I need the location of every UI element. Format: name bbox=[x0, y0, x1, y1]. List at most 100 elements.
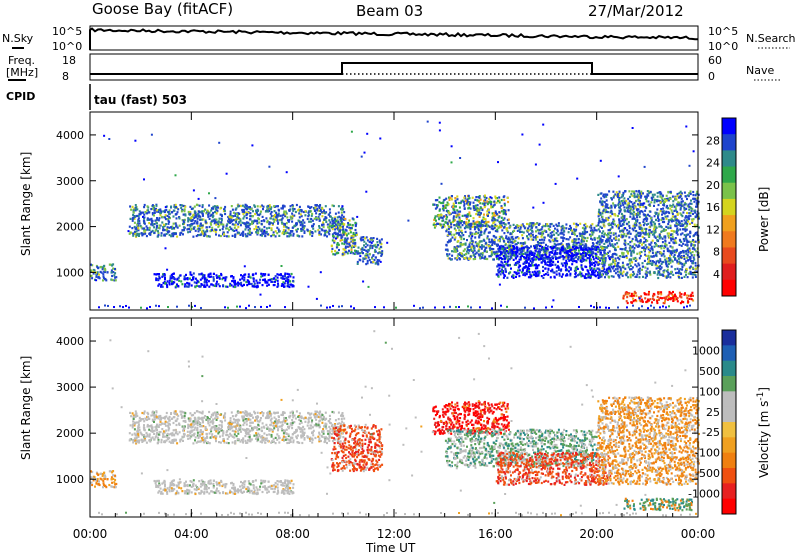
echo-cell bbox=[328, 219, 331, 222]
echo-cell bbox=[236, 282, 239, 286]
echo-cell bbox=[557, 265, 560, 269]
echo-cell bbox=[580, 275, 583, 278]
echo-cell bbox=[603, 208, 606, 211]
echo-cell bbox=[560, 275, 563, 278]
echo-cell bbox=[446, 209, 448, 212]
echo-cell bbox=[667, 234, 670, 237]
echo-cell bbox=[295, 228, 298, 232]
echo-cell bbox=[527, 276, 530, 279]
echo-cell bbox=[690, 271, 693, 274]
echo-cell bbox=[638, 264, 641, 267]
echo-cell bbox=[643, 222, 646, 225]
echo-cell bbox=[534, 267, 537, 270]
echo-cell bbox=[555, 223, 558, 226]
echo-cell bbox=[154, 219, 157, 222]
echo-cell bbox=[465, 222, 468, 225]
echo-cell bbox=[346, 242, 349, 245]
echo-cell bbox=[159, 208, 162, 211]
echo-cell bbox=[380, 254, 383, 257]
echo-cell bbox=[630, 193, 633, 196]
echo-cell bbox=[283, 210, 286, 213]
echo-cell bbox=[614, 253, 617, 256]
echo-cell bbox=[535, 258, 537, 261]
echo-cell bbox=[475, 242, 478, 245]
echo-cell bbox=[132, 209, 135, 212]
echo-cell bbox=[649, 249, 652, 253]
echo-cell bbox=[286, 231, 289, 234]
echo-cell bbox=[631, 245, 634, 248]
echo-cell bbox=[605, 206, 608, 209]
echo-cell bbox=[113, 279, 116, 282]
echo-cell bbox=[450, 198, 453, 201]
echo-cell bbox=[298, 221, 301, 224]
echo-cell bbox=[498, 267, 501, 270]
echo-cell bbox=[520, 230, 523, 233]
echo-cell bbox=[207, 213, 210, 216]
echo-cell bbox=[164, 214, 167, 217]
echo-cell bbox=[198, 211, 201, 214]
echo-cell bbox=[339, 233, 342, 236]
echo-cell bbox=[362, 260, 365, 263]
echo-cell bbox=[581, 226, 584, 230]
echo-cell bbox=[584, 231, 587, 235]
echo-cell bbox=[488, 197, 491, 200]
echo-cell bbox=[606, 203, 609, 206]
echo-cell bbox=[267, 273, 270, 276]
echo-cell bbox=[621, 214, 624, 217]
echo-cell bbox=[695, 192, 698, 195]
echo-cell bbox=[189, 230, 192, 233]
echo-cell bbox=[499, 270, 502, 273]
echo-cell bbox=[290, 217, 293, 220]
echo-cell bbox=[167, 219, 170, 222]
echo-cell bbox=[523, 272, 526, 275]
echo-cell bbox=[516, 251, 519, 254]
echo-cell bbox=[155, 209, 158, 212]
echo-cell bbox=[459, 221, 462, 224]
echo-cell bbox=[488, 255, 491, 258]
echo-cell bbox=[364, 254, 367, 257]
echo-cell bbox=[545, 230, 548, 233]
echo-cell bbox=[595, 229, 598, 232]
echo-cell bbox=[637, 213, 640, 216]
echo-cell bbox=[548, 254, 551, 257]
echo-cell bbox=[529, 260, 532, 263]
echo-cell bbox=[627, 243, 630, 246]
echo-cell bbox=[134, 215, 137, 218]
echo-cell bbox=[682, 237, 685, 241]
echo-cell bbox=[644, 233, 647, 236]
echo-cell bbox=[528, 271, 531, 274]
echo-cell bbox=[480, 212, 482, 215]
echo-cell bbox=[445, 197, 448, 200]
echo-cell bbox=[163, 229, 166, 232]
echo-cell bbox=[680, 197, 683, 200]
echo-cell bbox=[617, 224, 620, 227]
echo-cell bbox=[264, 210, 267, 213]
echo-cell bbox=[669, 226, 672, 229]
echo-cell bbox=[463, 248, 466, 251]
echo-cell bbox=[153, 273, 156, 276]
echo-cell bbox=[292, 209, 295, 212]
echo-cell bbox=[659, 251, 662, 254]
echo-cell bbox=[351, 244, 354, 247]
echo-cell bbox=[91, 277, 94, 280]
echo-cell bbox=[619, 267, 622, 270]
echo-cell bbox=[269, 212, 272, 215]
echo-cell bbox=[139, 224, 142, 228]
echo-cell bbox=[562, 258, 565, 261]
echo-cell bbox=[457, 201, 460, 205]
echo-cell bbox=[552, 224, 555, 227]
echo-cell bbox=[533, 273, 536, 276]
echo-cell bbox=[184, 205, 187, 208]
echo-cell bbox=[264, 234, 267, 238]
echo-cell bbox=[143, 213, 146, 216]
echo-cell bbox=[371, 238, 374, 241]
echo-cell bbox=[635, 275, 638, 278]
echo-cell bbox=[247, 225, 250, 228]
echo-cell bbox=[218, 224, 221, 227]
echo-cell bbox=[457, 253, 460, 256]
echo-cell bbox=[680, 240, 683, 243]
echo-cell bbox=[587, 256, 590, 260]
echo-cell bbox=[289, 283, 292, 286]
echo-cell bbox=[450, 226, 453, 229]
echo-cell bbox=[582, 259, 585, 262]
